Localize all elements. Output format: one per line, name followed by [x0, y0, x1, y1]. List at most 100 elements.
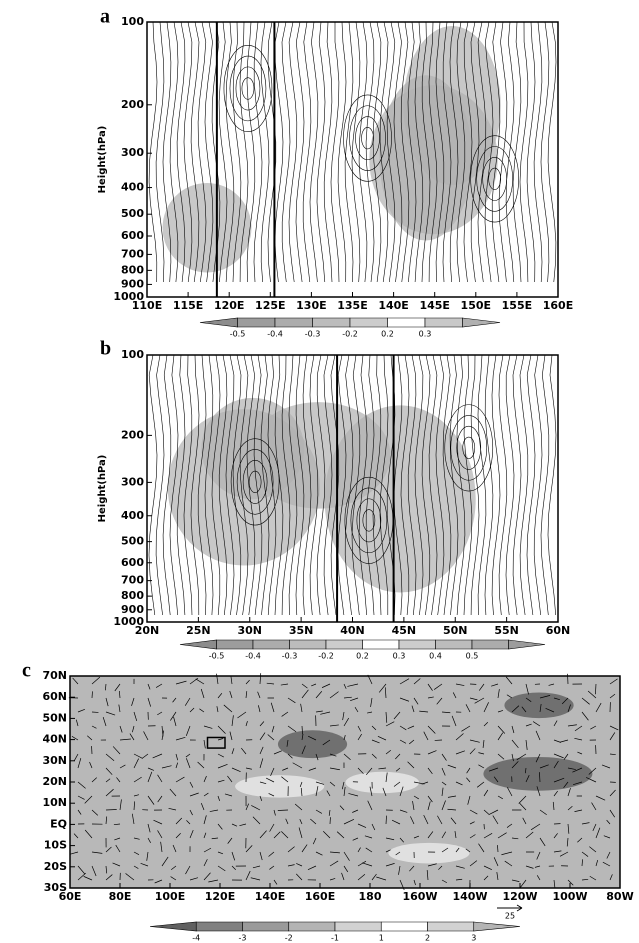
- y-tick-label: 800: [121, 589, 144, 602]
- decor-vortex: [349, 105, 386, 171]
- decor-arrow: [427, 750, 437, 755]
- decor-arrow: [491, 683, 499, 687]
- decor-arrow: [301, 844, 308, 853]
- decor-arrow: [519, 803, 527, 811]
- decor-arrow: [203, 872, 211, 881]
- decor-arrow: [478, 752, 485, 755]
- decor-arrow: [329, 724, 339, 727]
- y-tick-label: 600: [121, 229, 144, 242]
- decor-arrow: [287, 864, 295, 867]
- colorbar-label: -0.3: [282, 652, 298, 661]
- decor-arrow: [231, 823, 238, 827]
- decor-streamline: [477, 354, 487, 616]
- decor-arrow: [341, 872, 345, 881]
- decor-arrow: [231, 748, 235, 755]
- decor-streamline: [533, 354, 543, 616]
- decor-streamline: [197, 354, 207, 616]
- ref-arrow-head: [516, 904, 523, 912]
- y-tick-label: 100: [121, 348, 144, 361]
- colorbar-swatch: [398, 639, 436, 650]
- decor-arrow: [296, 863, 303, 867]
- decor-arrow: [168, 807, 177, 811]
- decor-arrow: [229, 690, 233, 699]
- decor-arrow: [438, 865, 443, 870]
- colorbar-label: 0.3: [393, 652, 406, 661]
- decor-arrow: [119, 725, 123, 733]
- decor-arrow: [161, 730, 164, 741]
- decor-arrow: [560, 739, 569, 743]
- decor-arrow: [161, 765, 172, 769]
- decor-arrow: [208, 879, 219, 883]
- decor-arrow: [369, 786, 373, 797]
- decor-arrow: [511, 761, 519, 769]
- decor-arrow: [329, 767, 340, 771]
- decor-arrow: [185, 725, 191, 736]
- decor-streamline: [414, 354, 424, 616]
- decor-arrow: [231, 767, 241, 773]
- x-tick-label: 150E: [461, 299, 491, 312]
- colorbar-swatch: [195, 921, 243, 932]
- y-tick-label: 70N: [42, 669, 67, 682]
- decor-arrow: [184, 697, 191, 706]
- y-tick-label: 300: [121, 146, 144, 159]
- decor-arrow: [131, 813, 135, 825]
- x-tick-label: 135E: [337, 299, 367, 312]
- decor-arrow: [603, 835, 611, 839]
- decor-arrow: [553, 790, 558, 797]
- decor-arrow: [581, 711, 589, 721]
- decor-arrow: [143, 731, 149, 741]
- decor-arrow: [287, 725, 297, 733]
- decor-arrow: [609, 678, 618, 685]
- decor-vortex: [229, 55, 267, 122]
- decor-arrow: [553, 697, 560, 701]
- decor-arrow: [308, 767, 317, 771]
- colorbar-label: 0.2: [356, 652, 369, 661]
- decor-arrow: [133, 865, 139, 869]
- decor-arrow: [507, 787, 513, 797]
- decor-arrow: [119, 799, 122, 811]
- y-tick-label: 200: [121, 428, 144, 441]
- decor-arrow: [516, 753, 527, 761]
- decor-arrow: [365, 847, 373, 853]
- decor-arrow: [197, 761, 205, 769]
- decor-arrow: [483, 875, 489, 881]
- decor-arrow: [217, 851, 224, 855]
- decor-arrow: [326, 790, 331, 797]
- x-tick-label: 100W: [552, 890, 587, 903]
- decor-arrow: [482, 739, 485, 749]
- decor-arrow: [362, 862, 373, 867]
- decor-arrow: [399, 697, 410, 702]
- colorbar-swatch: [216, 639, 254, 650]
- decor-streamline: [155, 21, 165, 283]
- decor-streamline: [491, 354, 501, 616]
- decor-arrow: [119, 738, 131, 741]
- decor-arrow: [367, 711, 373, 714]
- decor-arrow: [292, 762, 303, 769]
- y-tick-label: 800: [121, 263, 144, 276]
- decor-streamline: [414, 21, 424, 283]
- decor-arrow: [347, 683, 359, 687]
- decor-arrow: [553, 850, 562, 853]
- decor-arrow: [343, 753, 351, 760]
- decor-arrow: [229, 731, 233, 741]
- decor-streamline: [428, 354, 438, 616]
- decor-streamline: [379, 354, 389, 615]
- decor-arrow: [455, 878, 463, 881]
- decor-arrow: [595, 795, 606, 801]
- y-tick-label: 1000: [113, 615, 144, 628]
- decor-arrow: [230, 675, 233, 685]
- decor-arrow: [147, 683, 151, 690]
- decor-vortex: [236, 449, 274, 515]
- decor-arrow: [203, 739, 206, 749]
- decor-arrow: [447, 808, 457, 811]
- decor-vortex: [488, 167, 501, 190]
- decor-arrow: [525, 697, 532, 702]
- decor-streamline: [246, 354, 256, 616]
- decor-arrow: [91, 851, 103, 854]
- x-tick-label: 100E: [155, 890, 185, 903]
- decor-arrow: [329, 860, 339, 867]
- decor-arrow: [469, 821, 475, 825]
- decor-streamline: [211, 354, 221, 616]
- decor-arrow: [211, 837, 219, 840]
- decor-arrow: [341, 781, 345, 790]
